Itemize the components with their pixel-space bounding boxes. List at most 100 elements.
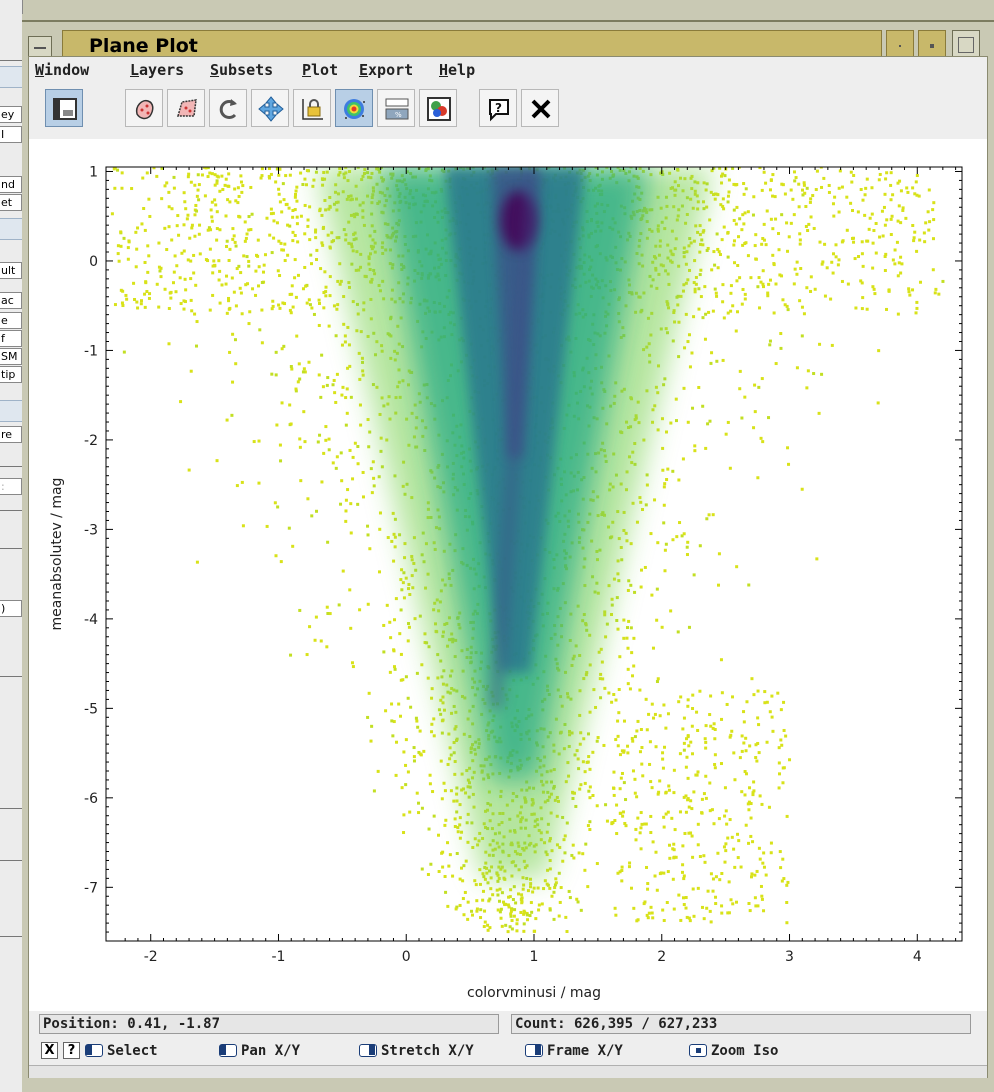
menu-layers[interactable]: Layers (130, 61, 185, 79)
menu-help[interactable]: Help (439, 61, 476, 79)
scatter-point (237, 194, 241, 198)
scatter-point (339, 279, 343, 283)
scatter-point (400, 786, 404, 790)
scatter-point (444, 890, 448, 894)
window-style-button[interactable] (45, 89, 83, 127)
scatter-point (398, 632, 402, 636)
scatter-point (732, 218, 736, 222)
menu-window[interactable]: Window (35, 61, 90, 79)
lasso-subset-button[interactable] (125, 89, 163, 127)
background-field: SM (0, 348, 22, 365)
scatter-point (430, 730, 434, 734)
scatter-point (175, 224, 179, 228)
replot-button[interactable] (209, 89, 247, 127)
scatter-point (752, 195, 756, 199)
scatter-point (825, 266, 829, 270)
scatter-point (401, 581, 405, 585)
axis-lock-button[interactable] (293, 89, 331, 127)
scatter-point (412, 755, 416, 759)
scatter-point (308, 625, 312, 629)
scatter-point (657, 790, 661, 794)
scatter-point (509, 914, 513, 918)
scatter-point (377, 475, 381, 479)
scatter-point (202, 167, 206, 169)
scatter-point (540, 902, 544, 906)
scatter-point (497, 899, 501, 903)
menu-subsets[interactable]: Subsets (210, 61, 274, 79)
scatter-point (822, 176, 826, 180)
frame-button[interactable] (952, 30, 980, 60)
scatter-point (720, 911, 724, 915)
scatter-point (254, 293, 258, 297)
scatter-point (771, 173, 775, 177)
scatter-point (899, 271, 903, 275)
scatter-point (119, 288, 123, 292)
scatter-point (690, 724, 694, 728)
scatter-point (565, 930, 569, 934)
scatter-point (712, 167, 716, 170)
scatter-point (224, 177, 228, 181)
scatter-point (443, 789, 447, 793)
scatter-point (711, 309, 715, 313)
help-button[interactable]: ? (479, 89, 517, 127)
scatter-point (204, 258, 208, 262)
maximize-button[interactable] (918, 30, 946, 60)
scatter-point (668, 856, 672, 860)
scatter-point (152, 167, 156, 170)
scatter-point (454, 907, 458, 911)
draw-subset-button[interactable] (167, 89, 205, 127)
divider (0, 676, 22, 677)
layer-colors-button[interactable] (419, 89, 457, 127)
scatter-point (704, 312, 708, 316)
scatter-point (661, 751, 665, 755)
scatter-point (651, 646, 655, 650)
pan-zoom-button[interactable] (251, 89, 289, 127)
scatter-point (305, 653, 309, 657)
scatter-point (441, 865, 445, 869)
iconify-button[interactable] (886, 30, 914, 60)
scatter-point (823, 242, 827, 246)
scatter-point (339, 451, 343, 455)
plot-panel[interactable]: -2 -1 0 1 2 3 4 1 0 -1 -2 -3 -4 -5 -6 -7 colorvminusi … (29, 139, 987, 1011)
scatter-point (911, 186, 915, 190)
scatter-point (213, 198, 217, 202)
scatter-point (662, 815, 666, 819)
scatter-point (579, 783, 583, 787)
scatter-point (661, 766, 665, 770)
scatter-point (146, 244, 150, 248)
x-axis-label: colorvminusi / mag (467, 985, 601, 1001)
scatter-point (501, 900, 505, 904)
menu-plot[interactable]: Plot (302, 61, 339, 79)
scatter-point (778, 273, 782, 277)
hints-help-toggle[interactable]: ? (63, 1042, 80, 1059)
scatter-point (197, 183, 201, 187)
density-scatter-plot[interactable]: -2 -1 0 1 2 3 4 10-1-2-3-4-5-6-7 colorvminusi … (29, 139, 987, 1011)
scatter-point (754, 257, 758, 261)
scatter-point (809, 289, 813, 293)
scatter-point (811, 194, 815, 198)
scatter-point (683, 346, 687, 350)
scatter-point (724, 842, 728, 846)
scatter-point (798, 299, 802, 303)
close-hints-toggle[interactable]: X (41, 1042, 58, 1059)
scatter-point (398, 533, 402, 537)
close-button[interactable] (521, 89, 559, 127)
scatter-point (628, 687, 632, 691)
scatter-point (698, 544, 702, 548)
scatter-point (293, 195, 297, 199)
scatter-point (325, 383, 329, 387)
scatter-point (326, 540, 330, 544)
scatter-point (269, 207, 273, 211)
scatter-point (687, 831, 691, 835)
scatter-point (695, 710, 699, 714)
scatter-point (709, 190, 713, 194)
scatter-point (785, 921, 789, 925)
scatter-point (772, 311, 776, 315)
menu-export[interactable]: Export (359, 61, 414, 79)
sketch-button[interactable]: % (377, 89, 415, 127)
scatter-point (305, 169, 309, 173)
scatter-point (818, 240, 822, 244)
scatter-point (304, 284, 308, 288)
title-bar[interactable]: Plane Plot (22, 20, 994, 62)
density-map-button[interactable] (335, 89, 373, 127)
